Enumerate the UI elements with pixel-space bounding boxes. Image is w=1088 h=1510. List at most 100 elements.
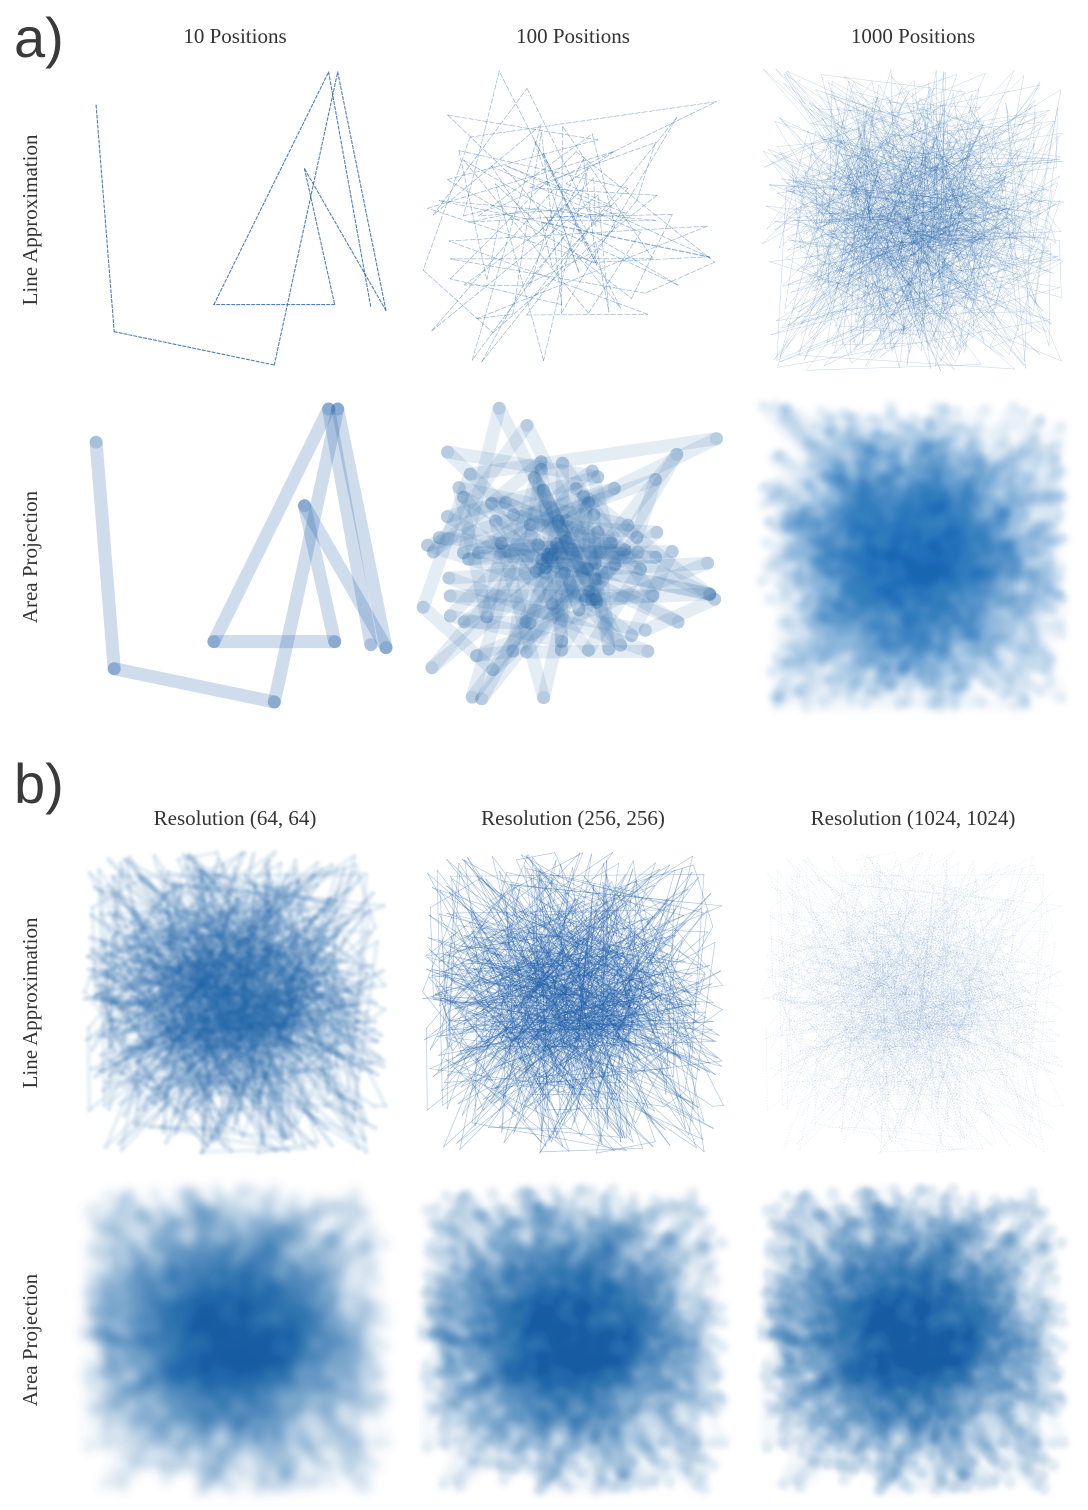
trajectory-segment (846, 100, 881, 189)
position-point (1034, 664, 1047, 676)
position-point (780, 588, 793, 601)
trajectory-segment (783, 73, 956, 363)
trajectory-segment (591, 887, 696, 1054)
trajectory-segment (548, 902, 625, 1139)
trajectory-segment (785, 72, 955, 356)
trajectory-segment (441, 998, 657, 1091)
trajectory-segment (486, 910, 573, 1036)
trajectory-segment (489, 514, 553, 575)
trajectory-segment (576, 1005, 683, 1030)
trajectory-segment (839, 172, 965, 260)
position-point (760, 560, 773, 572)
trajectory-segment (525, 855, 663, 1004)
trajectory-segment (476, 875, 615, 998)
trajectory-segment (804, 172, 843, 262)
trajectory-segment (521, 953, 633, 1110)
trajectory-segment (463, 231, 540, 286)
trajectory-segment (796, 236, 988, 248)
position-point (364, 638, 378, 652)
trajectory-segment (440, 875, 547, 958)
trajectory-segment (931, 109, 1051, 130)
trajectory-segment (515, 958, 564, 1112)
trajectory-segment (822, 127, 890, 227)
trajectory-segment (895, 216, 933, 293)
trajectory-segment (516, 1023, 602, 1046)
trajectory-segment (787, 178, 999, 222)
trajectory-segment (827, 168, 934, 239)
position-point (634, 562, 647, 576)
trajectory-segment (908, 241, 922, 252)
trajectory-segment (267, 402, 345, 709)
trajectory-segment (959, 89, 989, 140)
trajectory-segment (113, 331, 275, 366)
position-point (902, 561, 915, 574)
trajectory-segment (533, 140, 589, 233)
trajectory-segment (596, 914, 714, 1004)
trajectory-segment (895, 97, 921, 203)
trajectory-segment (777, 81, 854, 368)
trajectory-segment (475, 939, 487, 1000)
trajectory-segment (777, 319, 1051, 368)
trajectory-segment (563, 1019, 665, 1027)
trajectory-segment (524, 949, 598, 1104)
trajectory-segment (509, 884, 723, 907)
position-point (936, 436, 949, 449)
trajectory-segment (463, 205, 502, 217)
trajectory-segment (824, 224, 933, 235)
trajectory-segment (520, 854, 609, 904)
trajectory-segment (515, 852, 556, 861)
trajectory-segment (440, 470, 605, 524)
trajectory-segment (851, 231, 999, 293)
position-point (842, 552, 855, 565)
position-point (207, 635, 221, 649)
trajectory-segment (850, 257, 984, 286)
trajectory-segment (827, 115, 924, 180)
trajectory-segment (785, 182, 988, 259)
position-point (1043, 534, 1056, 547)
position-point (1027, 644, 1039, 657)
position-point (834, 628, 847, 641)
trajectory-segment (885, 101, 981, 109)
trajectory-segment (858, 127, 886, 349)
trajectory-segment (544, 1027, 584, 1091)
trajectory-segment (924, 103, 954, 164)
trajectory-segment (961, 237, 979, 294)
trajectory-segment (543, 953, 669, 1068)
trajectory-segment (875, 193, 979, 294)
trajectory-segment (896, 216, 929, 345)
trajectory-segment (900, 120, 942, 253)
trajectory-segment (841, 226, 1007, 256)
trajectory-segment (843, 146, 900, 368)
trajectory-segment (792, 208, 844, 272)
trajectory-segment (830, 156, 1011, 343)
trajectory-segment (828, 82, 932, 369)
trajectory-segment (859, 120, 932, 174)
trajectory-segment (582, 930, 636, 1081)
trajectory-segment (533, 921, 630, 1136)
trajectory-segment (480, 935, 541, 1013)
trajectory-segment (814, 180, 952, 292)
trajectory-segment (932, 196, 986, 242)
trajectory-segment (872, 199, 950, 237)
trajectory-segment (557, 905, 600, 999)
trajectory-segment (518, 931, 563, 968)
trajectory-segment (459, 892, 712, 1151)
trajectory-segment (534, 1012, 582, 1077)
trajectory-segment (918, 83, 930, 312)
position-point (457, 546, 470, 560)
trajectory-segment (486, 952, 670, 1067)
trajectory-segment (476, 1012, 567, 1111)
trajectory-segment (331, 402, 393, 655)
trajectory-segment (461, 859, 560, 912)
trajectory-segment (785, 72, 925, 210)
trajectory-segment (854, 311, 1025, 316)
trajectory-segment (458, 150, 629, 189)
trajectory-segment (450, 979, 591, 1103)
trajectory-segment (554, 447, 684, 657)
trajectory-segment (855, 149, 985, 323)
trajectory-segment (893, 190, 964, 235)
trajectory-segment (554, 890, 570, 989)
trajectory-segment (438, 919, 524, 963)
trajectory-segment (1005, 102, 1035, 241)
trajectory-segment (913, 231, 1062, 237)
